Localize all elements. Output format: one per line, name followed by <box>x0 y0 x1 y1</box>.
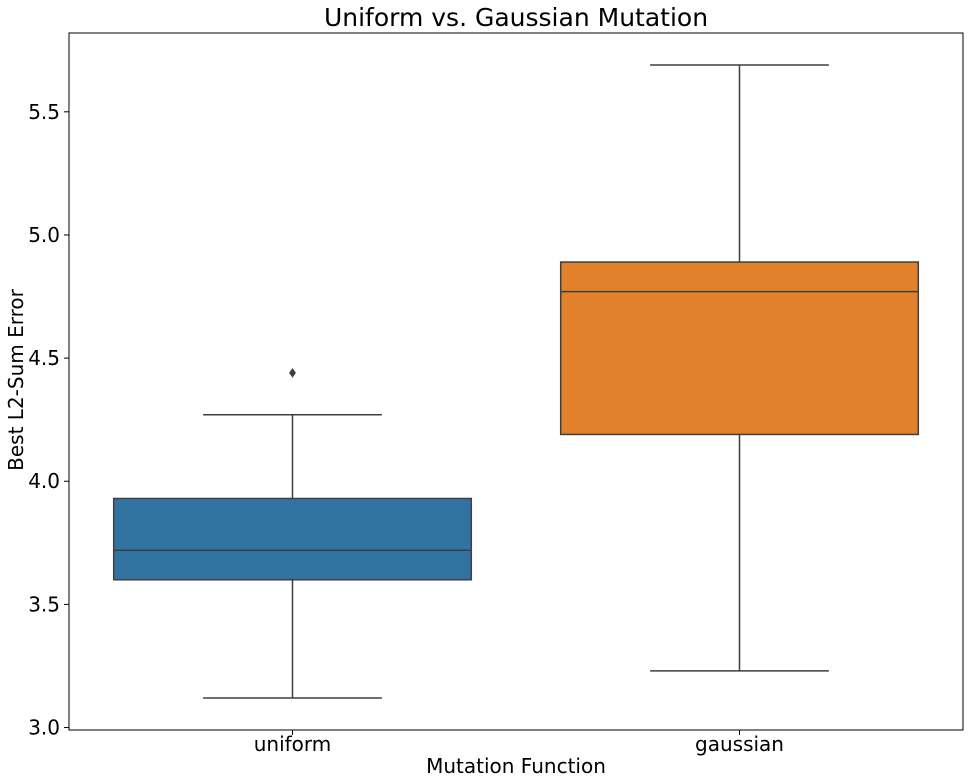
outlier-point <box>289 368 296 378</box>
plot-area: 3.0 3.5 4.0 4.5 5.0 5.5 uniform gaussian <box>28 32 964 756</box>
y-axis-label: Best L2-Sum Error <box>4 288 28 470</box>
box-uniform <box>112 497 473 581</box>
y-tick-label: 3.0 <box>28 716 60 740</box>
y-tick-label: 4.0 <box>28 469 60 493</box>
y-tick-label: 4.5 <box>28 346 60 370</box>
y-tick-label: 5.5 <box>28 100 60 124</box>
x-axis-label: Mutation Function <box>426 754 606 778</box>
x-tick-label: uniform <box>254 732 332 756</box>
y-tick-label: 5.0 <box>28 223 60 247</box>
y-tick-label: 3.5 <box>28 592 60 616</box>
plot-frame <box>68 32 964 731</box>
x-tick-label: gaussian <box>695 732 784 756</box>
chart-title: Uniform vs. Gaussian Mutation <box>324 3 708 32</box>
box-gaussian <box>559 261 920 436</box>
